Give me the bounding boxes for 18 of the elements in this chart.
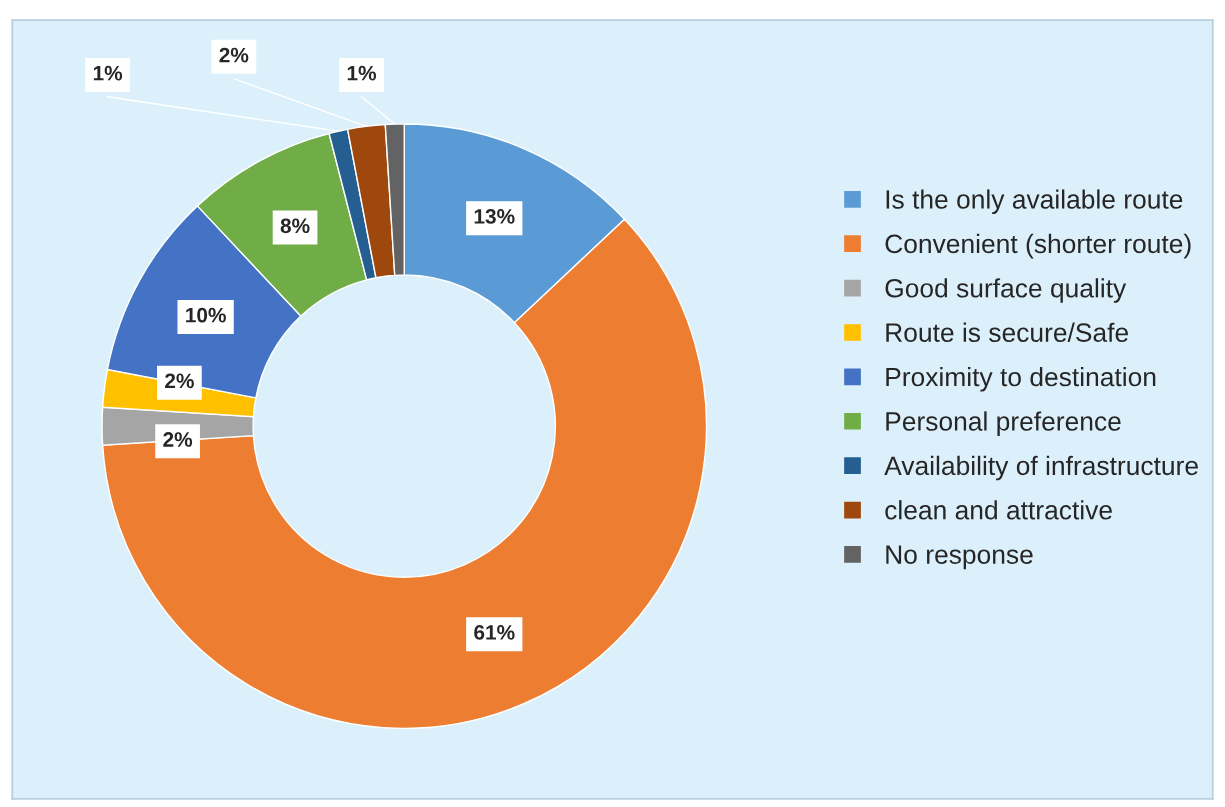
legend-label: Convenient (shorter route) — [885, 233, 1191, 259]
data-label: 61% — [474, 625, 515, 640]
legend-label: Proximity to destination — [886, 366, 1156, 392]
data-label: 13% — [474, 209, 515, 224]
data-label: 2% — [219, 47, 249, 63]
legend-label: Availability of infrastructure — [884, 455, 1198, 481]
data-label: 8% — [280, 218, 310, 234]
legend-label: clean and attractive — [885, 500, 1112, 520]
legend-label: Good surface quality — [885, 278, 1127, 303]
data-label: 2% — [165, 373, 194, 389]
data-label: 2% — [163, 432, 193, 447]
data-label: 1% — [347, 65, 377, 81]
legend-label: No response — [886, 545, 1033, 570]
data-label: 1% — [93, 65, 123, 81]
legend-label: Personal preference — [886, 411, 1121, 436]
data-label: 10% — [186, 307, 226, 323]
legend-label: Is the only available route — [886, 189, 1183, 215]
legend-label: Route is secure/Safe — [886, 322, 1128, 342]
